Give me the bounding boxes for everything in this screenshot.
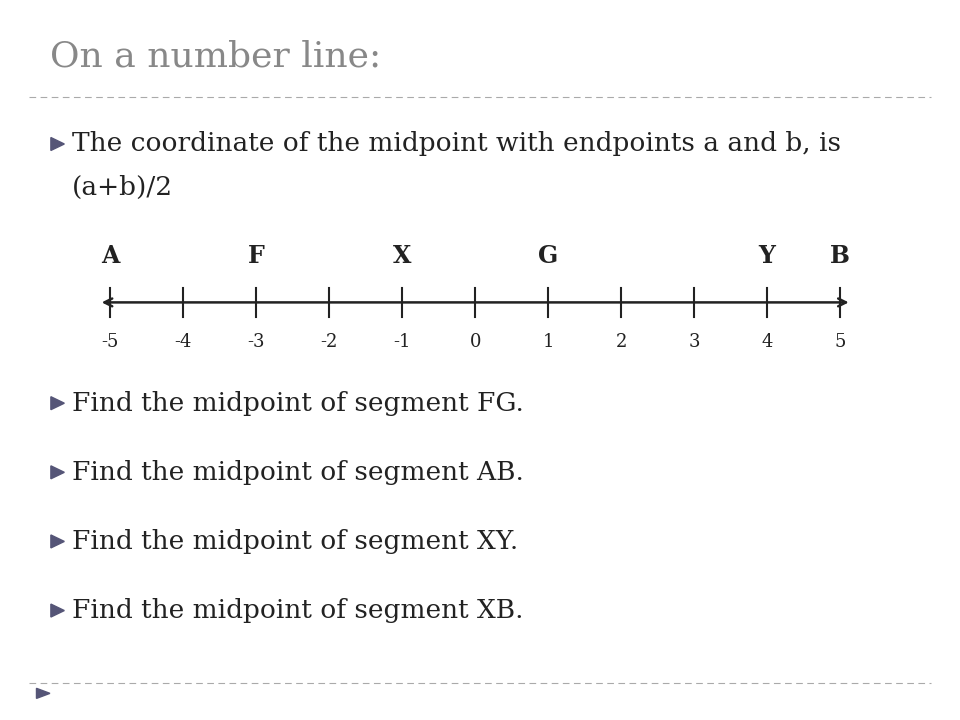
Text: F: F: [248, 244, 265, 268]
Text: Find the midpoint of segment XB.: Find the midpoint of segment XB.: [72, 598, 523, 623]
Text: X: X: [393, 244, 412, 268]
Polygon shape: [51, 397, 64, 410]
Polygon shape: [36, 688, 50, 698]
Text: Find the midpoint of segment FG.: Find the midpoint of segment FG.: [72, 391, 524, 415]
Text: (a+b)/2: (a+b)/2: [72, 175, 173, 199]
Text: -1: -1: [394, 333, 411, 351]
Text: 4: 4: [761, 333, 773, 351]
Polygon shape: [51, 535, 64, 548]
Text: G: G: [538, 244, 559, 268]
Text: Y: Y: [758, 244, 776, 268]
Polygon shape: [51, 466, 64, 479]
Text: On a number line:: On a number line:: [50, 40, 381, 73]
Text: 5: 5: [834, 333, 846, 351]
Polygon shape: [51, 138, 64, 150]
Text: 2: 2: [615, 333, 627, 351]
Text: The coordinate of the midpoint with endpoints a and b, is: The coordinate of the midpoint with endp…: [72, 132, 841, 156]
Text: Find the midpoint of segment XY.: Find the midpoint of segment XY.: [72, 529, 518, 554]
Text: -3: -3: [248, 333, 265, 351]
Text: 3: 3: [688, 333, 700, 351]
Text: 1: 1: [542, 333, 554, 351]
Text: -4: -4: [175, 333, 192, 351]
Text: A: A: [101, 244, 120, 268]
Text: B: B: [830, 244, 850, 268]
Text: 0: 0: [469, 333, 481, 351]
Polygon shape: [51, 604, 64, 617]
Text: Find the midpoint of segment AB.: Find the midpoint of segment AB.: [72, 460, 524, 485]
Text: -2: -2: [321, 333, 338, 351]
Text: -5: -5: [102, 333, 119, 351]
